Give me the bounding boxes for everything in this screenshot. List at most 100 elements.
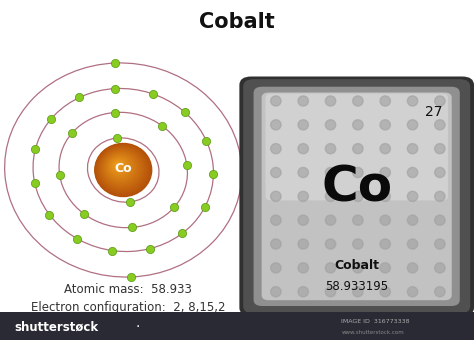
Text: ·: · <box>135 320 139 334</box>
Ellipse shape <box>435 239 445 249</box>
Ellipse shape <box>271 287 281 297</box>
Ellipse shape <box>115 162 122 169</box>
Ellipse shape <box>109 156 131 177</box>
Text: Electron configuration:  2, 8,15,2: Electron configuration: 2, 8,15,2 <box>31 301 225 314</box>
Ellipse shape <box>435 167 445 177</box>
Point <box>112 60 119 66</box>
Ellipse shape <box>353 167 363 177</box>
Ellipse shape <box>407 96 418 106</box>
Ellipse shape <box>107 155 133 179</box>
Ellipse shape <box>109 157 129 176</box>
Ellipse shape <box>104 152 138 184</box>
Bar <box>0 312 474 340</box>
Ellipse shape <box>271 143 281 154</box>
Point <box>158 123 166 129</box>
Ellipse shape <box>109 157 130 177</box>
Ellipse shape <box>107 155 134 180</box>
Ellipse shape <box>298 287 309 297</box>
Ellipse shape <box>435 96 445 106</box>
Ellipse shape <box>271 96 281 106</box>
Ellipse shape <box>353 215 363 225</box>
Point <box>202 138 210 143</box>
Ellipse shape <box>298 120 309 130</box>
Point <box>47 116 55 122</box>
FancyBboxPatch shape <box>265 94 448 201</box>
FancyBboxPatch shape <box>262 92 452 300</box>
Ellipse shape <box>298 191 309 201</box>
Ellipse shape <box>380 215 391 225</box>
Ellipse shape <box>298 239 309 249</box>
Point <box>68 130 76 135</box>
Ellipse shape <box>298 167 309 177</box>
Ellipse shape <box>380 96 391 106</box>
Ellipse shape <box>407 215 418 225</box>
Point <box>210 171 217 177</box>
Ellipse shape <box>271 191 281 201</box>
Point <box>56 172 64 177</box>
Ellipse shape <box>271 120 281 130</box>
Point <box>46 212 53 217</box>
Text: Atomic mass:  58.933: Atomic mass: 58.933 <box>64 283 192 296</box>
Ellipse shape <box>115 163 121 168</box>
Ellipse shape <box>325 191 336 201</box>
Ellipse shape <box>106 154 135 181</box>
Ellipse shape <box>100 148 144 189</box>
Ellipse shape <box>97 145 149 194</box>
Text: Co: Co <box>321 164 392 211</box>
FancyBboxPatch shape <box>243 79 470 313</box>
Ellipse shape <box>95 143 152 197</box>
Ellipse shape <box>103 151 140 185</box>
Point <box>201 204 209 209</box>
Ellipse shape <box>407 120 418 130</box>
Ellipse shape <box>298 143 309 154</box>
Point <box>81 211 88 217</box>
Ellipse shape <box>271 167 281 177</box>
Ellipse shape <box>353 263 363 273</box>
Ellipse shape <box>101 150 141 187</box>
Ellipse shape <box>112 160 125 172</box>
Ellipse shape <box>325 167 336 177</box>
Ellipse shape <box>112 159 126 173</box>
Ellipse shape <box>407 287 418 297</box>
Ellipse shape <box>111 159 127 174</box>
Ellipse shape <box>117 164 118 166</box>
Point <box>111 86 119 91</box>
Ellipse shape <box>110 158 128 175</box>
Point <box>113 135 121 141</box>
Ellipse shape <box>271 263 281 273</box>
Ellipse shape <box>325 263 336 273</box>
Ellipse shape <box>380 143 391 154</box>
Ellipse shape <box>380 239 391 249</box>
Point <box>179 231 186 236</box>
Text: Co: Co <box>114 162 132 175</box>
Ellipse shape <box>407 143 418 154</box>
Ellipse shape <box>100 148 145 190</box>
Ellipse shape <box>325 120 336 130</box>
Text: 58.933195: 58.933195 <box>325 280 388 293</box>
Ellipse shape <box>117 164 119 167</box>
Ellipse shape <box>111 158 128 174</box>
Text: 27: 27 <box>425 105 442 119</box>
Ellipse shape <box>435 191 445 201</box>
Ellipse shape <box>353 120 363 130</box>
Ellipse shape <box>325 287 336 297</box>
Point <box>146 246 154 251</box>
Point <box>127 274 135 280</box>
Ellipse shape <box>325 215 336 225</box>
Ellipse shape <box>407 167 418 177</box>
Ellipse shape <box>435 143 445 154</box>
Ellipse shape <box>104 153 137 183</box>
Point <box>126 199 133 205</box>
Ellipse shape <box>114 162 123 170</box>
Ellipse shape <box>380 287 391 297</box>
Ellipse shape <box>114 161 124 170</box>
Ellipse shape <box>435 215 445 225</box>
Point <box>149 91 156 97</box>
Ellipse shape <box>98 147 146 192</box>
Ellipse shape <box>380 263 391 273</box>
Text: www.shutterstock.com: www.shutterstock.com <box>341 330 404 335</box>
Point <box>32 147 39 152</box>
Ellipse shape <box>380 120 391 130</box>
Ellipse shape <box>103 152 139 185</box>
Point <box>128 225 136 230</box>
